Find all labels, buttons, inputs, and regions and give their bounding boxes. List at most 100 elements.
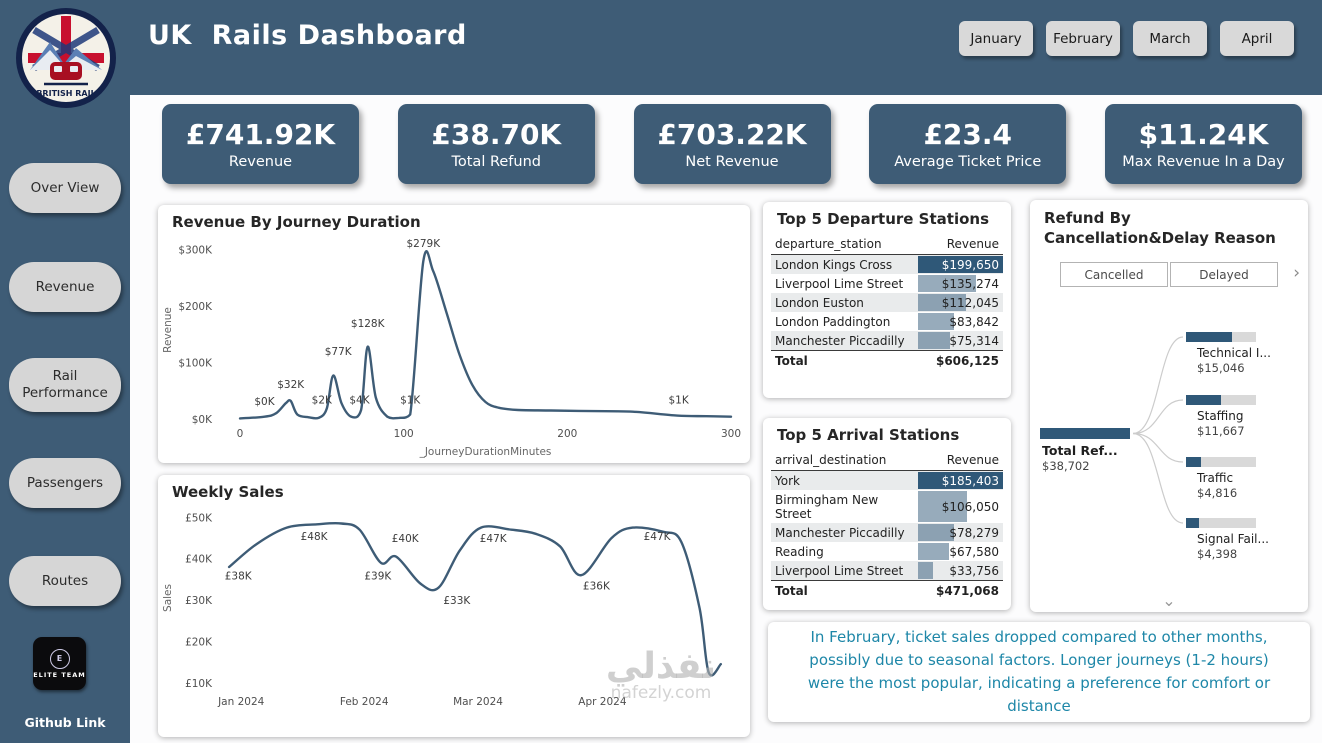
elite-label: ELITE TEAM — [33, 670, 86, 679]
svg-text:Revenue: Revenue — [162, 307, 174, 353]
table-row[interactable]: Birmingham New Street $106,050 — [771, 490, 1003, 523]
tree-node-technical-i[interactable]: Technical I... $15,046 — [1186, 332, 1271, 375]
kpi-card-net-revenue: £703.22K Net Revenue — [633, 104, 831, 184]
sidebar-item-rail-performance[interactable]: Rail Performance — [9, 358, 121, 412]
month-button-february[interactable]: February — [1046, 21, 1120, 56]
station-cell: London Paddington — [775, 314, 891, 329]
svg-text:Apr 2024: Apr 2024 — [578, 696, 627, 708]
station-cell: Manchester Piccadilly — [771, 523, 919, 542]
revenue-cell: $75,314 — [918, 331, 1003, 351]
revenue-cell: $106,050 — [918, 490, 1003, 523]
table-title: Top 5 Departure Stations — [777, 210, 990, 228]
month-button-january[interactable]: January — [959, 21, 1033, 56]
tree-node-value: $4,398 — [1197, 547, 1238, 561]
table-row[interactable]: Liverpool Lime Street $33,756 — [771, 561, 1003, 581]
revenue-cell: $199,650 — [918, 254, 1003, 274]
kpi-label: Net Revenue — [685, 154, 779, 170]
table-row[interactable]: Manchester Piccadilly $75,314 — [771, 331, 1003, 351]
column-header[interactable]: Revenue — [918, 234, 1003, 255]
svg-text:100: 100 — [394, 428, 414, 440]
weekly-sales-panel: Weekly Sales £10K £20K £30K £40K £50K Jan 202… — [158, 475, 750, 737]
kpi-label: Max Revenue In a Day — [1122, 154, 1285, 170]
svg-text:$279K: $279K — [406, 238, 441, 250]
svg-text:Jan 2024: Jan 2024 — [217, 696, 265, 708]
svg-text:200: 200 — [557, 428, 577, 440]
month-filters: January February March April — [959, 21, 1294, 56]
chevron-right-icon[interactable]: › — [1293, 263, 1300, 283]
slicer-button-delayed[interactable]: Delayed — [1170, 262, 1278, 287]
month-button-april[interactable]: April — [1220, 21, 1294, 56]
table-row[interactable]: York $185,403 — [771, 470, 1003, 490]
insight-text: In February, ticket sales dropped compar… — [807, 627, 1271, 716]
svg-text:Sales: Sales — [162, 584, 174, 612]
svg-text:$4K: $4K — [349, 395, 370, 407]
table-row[interactable]: Reading $67,580 — [771, 542, 1003, 561]
svg-text:£40K: £40K — [185, 554, 213, 566]
kpi-card-total-refund: £38.70K Total Refund — [397, 104, 595, 184]
refund-tree-panel: Refund By Cancellation&Delay Reason Canc… — [1030, 200, 1308, 612]
sidebar-item-routes[interactable]: Routes — [9, 556, 121, 606]
table-total-row: Total $471,068 — [771, 580, 1003, 600]
elite-emblem-icon: E — [49, 648, 70, 669]
slicer-button-cancelled[interactable]: Cancelled — [1060, 262, 1168, 287]
table-row[interactable]: London Paddington $83,842 — [771, 312, 1003, 331]
kpi-card-revenue: £741.92K Revenue — [162, 104, 359, 184]
weekly-sales-chart[interactable]: £10K £20K £30K £40K £50K Jan 2024 Feb 2024 Mar … — [158, 475, 750, 737]
station-cell: Birmingham New Street — [775, 492, 879, 521]
table-total-row: Total $606,125 — [771, 350, 1003, 370]
decomposition-tree: Total Ref... $38,702 Technical I... $15,046… — [1030, 290, 1308, 588]
github-link[interactable]: Github Link — [24, 715, 106, 730]
svg-text:£48K: £48K — [301, 531, 329, 543]
station-cell: London Euston — [771, 293, 919, 312]
svg-text:£36K: £36K — [583, 581, 611, 593]
tree-title: Refund By Cancellation&Delay Reason — [1044, 209, 1276, 248]
insight-panel: In February, ticket sales dropped compar… — [768, 622, 1310, 722]
table-row[interactable]: London Kings Cross $199,650 — [771, 254, 1003, 274]
svg-text:$0K: $0K — [254, 396, 275, 408]
tree-node-label: Staffing — [1197, 409, 1244, 423]
kpi-label: Revenue — [228, 154, 293, 170]
kpi-value: £23.4 — [923, 118, 1013, 151]
table-row[interactable]: Liverpool Lime Street $135,274 — [771, 274, 1003, 293]
table-row[interactable]: London Euston $112,045 — [771, 293, 1003, 312]
stations-table: departure_station Revenue London Kings Cro… — [771, 234, 1003, 370]
month-button-march[interactable]: March — [1133, 21, 1207, 56]
refund-type-slicer: Cancelled Delayed — [1060, 262, 1278, 287]
chevron-down-icon[interactable]: ⌄ — [1162, 591, 1176, 610]
tree-node-signal-fail[interactable]: Signal Fail... $4,398 — [1186, 518, 1269, 561]
svg-text:_JourneyDurationMinutes: _JourneyDurationMinutes — [419, 446, 552, 458]
tree-node-staffing[interactable]: Staffing $11,667 — [1186, 395, 1256, 438]
top-departure-stations-panel: Top 5 Departure Stations departure_stati… — [763, 202, 1011, 398]
station-cell: London Kings Cross — [771, 254, 919, 274]
table-title: Top 5 Arrival Stations — [777, 426, 960, 444]
svg-text:$100K: $100K — [178, 358, 213, 370]
chart-title: Revenue By Journey Duration — [172, 213, 421, 231]
svg-text:£38K: £38K — [225, 570, 253, 582]
svg-text:$77K: $77K — [325, 346, 353, 358]
tree-node-label: Traffic — [1197, 471, 1234, 485]
svg-text:Feb 2024: Feb 2024 — [340, 696, 389, 708]
table-row[interactable]: Manchester Piccadilly $78,279 — [771, 523, 1003, 542]
svg-text:£40K: £40K — [392, 533, 420, 545]
sidebar-item-passengers[interactable]: Passengers — [9, 458, 121, 508]
top-arrival-stations-panel: Top 5 Arrival Stations arrival_destinati… — [763, 418, 1011, 610]
station-cell: Reading — [775, 544, 824, 559]
column-header[interactable]: arrival_destination — [771, 450, 919, 471]
tree-node-total[interactable]: Total Ref... $38,702 — [1040, 428, 1130, 473]
column-header[interactable]: departure_station — [771, 234, 919, 255]
tree-node-label: Total Ref... — [1042, 443, 1118, 458]
sidebar-item-revenue[interactable]: Revenue — [9, 262, 121, 312]
tree-node-value: $11,667 — [1197, 424, 1245, 438]
tree-node-bar — [1040, 428, 1130, 439]
svg-text:£33K: £33K — [443, 595, 471, 607]
svg-text:£47K: £47K — [644, 531, 672, 543]
revenue-by-duration-chart[interactable]: $0K $100K $200K $300K 0 100 200 300 _JourneyDura… — [158, 205, 750, 463]
kpi-card-average-ticket-price: £23.4 Average Ticket Price — [869, 104, 1067, 184]
station-cell: York — [771, 470, 919, 490]
revenue-cell: $135,274 — [918, 274, 1003, 293]
tree-node-bar — [1186, 332, 1256, 342]
tree-node-traffic[interactable]: Traffic $4,816 — [1186, 457, 1256, 500]
revenue-cell: $78,279 — [918, 523, 1003, 542]
column-header[interactable]: Revenue — [918, 450, 1003, 471]
sidebar-item-over-view[interactable]: Over View — [9, 163, 121, 213]
